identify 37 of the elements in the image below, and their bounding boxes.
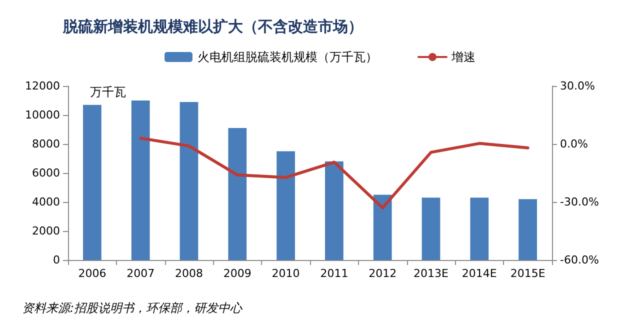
- x-tick-label: 2010: [272, 267, 300, 280]
- y-tick-label: 0: [53, 254, 60, 266]
- bar: [422, 198, 440, 260]
- y-tick-label: 6000: [32, 166, 60, 180]
- legend-label: 火电机组脱硫装机规模（万千瓦）: [198, 50, 378, 64]
- x-tick-label: 2009: [223, 267, 252, 280]
- x-tick-label: 2006: [78, 267, 106, 280]
- bar: [131, 100, 150, 260]
- bar: [470, 198, 489, 260]
- x-tick-label: 2013E: [414, 267, 449, 280]
- y2-tick-label: 30.0%: [560, 80, 595, 92]
- legend-label: 增速: [450, 50, 476, 64]
- bar: [373, 194, 392, 260]
- chart-title: 脱硫新增装机规模难以扩大（不含改造市场）: [62, 18, 363, 36]
- x-tick-label: 2015E: [510, 267, 546, 280]
- text: 资料来源:招股说明书，环保部，研发中心: [22, 301, 244, 315]
- y2-tick-label: -30.0%: [560, 196, 599, 208]
- y2-tick-label: -60.0%: [560, 254, 599, 266]
- y-tick-label: 2000: [32, 224, 60, 238]
- x-tick-label: 2011: [320, 267, 348, 280]
- bar: [228, 128, 247, 260]
- line-series: [139, 136, 530, 210]
- x-tick-label: 2012: [368, 267, 397, 280]
- y-tick-label: 8000: [32, 138, 60, 150]
- x-tick-label: 2007: [126, 267, 155, 280]
- bar: [276, 151, 295, 260]
- y-tick-label: 10000: [25, 108, 60, 122]
- x-tick-label: 2008: [175, 267, 203, 280]
- bar: [325, 161, 344, 260]
- bar: [180, 102, 198, 260]
- bar: [83, 104, 102, 260]
- y-tick-label: 12000: [25, 80, 60, 92]
- x-tick-label: 2014E: [462, 267, 497, 280]
- y-axis-title: 万千瓦: [90, 85, 126, 99]
- y2-tick-label: 0.0%: [560, 138, 588, 150]
- bar: [518, 199, 537, 260]
- y-tick-label: 4000: [32, 196, 60, 208]
